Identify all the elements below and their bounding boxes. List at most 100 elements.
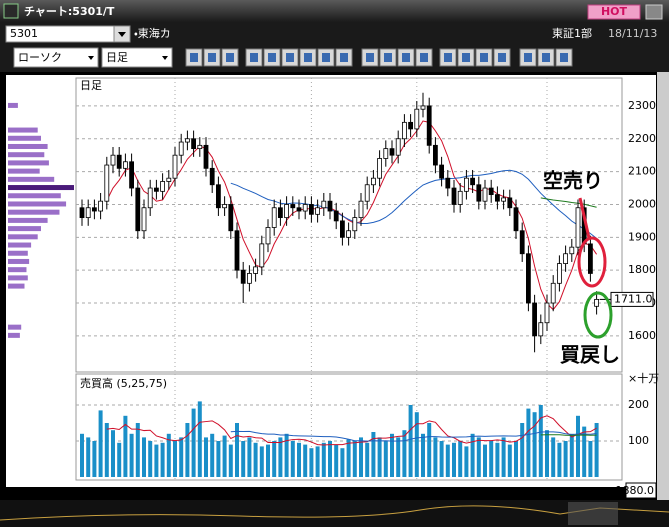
chart-type-select[interactable] bbox=[13, 47, 99, 68]
price-volume-bar bbox=[8, 250, 28, 256]
volume-bar bbox=[576, 415, 580, 477]
volume-bar bbox=[80, 433, 84, 477]
tool-icon-glyph bbox=[444, 53, 452, 62]
volume-bar bbox=[123, 415, 128, 477]
candle-body bbox=[463, 177, 469, 192]
stock-name: ・東海カ bbox=[134, 26, 171, 40]
x-tick-label: 2018/10 bbox=[392, 485, 442, 498]
volume-bar bbox=[216, 441, 221, 477]
moving-average bbox=[540, 434, 597, 436]
annotation-arrow bbox=[578, 197, 591, 239]
hot-button[interactable] bbox=[587, 4, 641, 20]
moving-average bbox=[106, 415, 597, 446]
volume-bar bbox=[160, 442, 165, 477]
price-volume-bar bbox=[8, 185, 74, 191]
volume-bar bbox=[507, 444, 512, 477]
candle-body bbox=[414, 108, 420, 130]
code-text: 5301 bbox=[10, 27, 38, 40]
volume-bar bbox=[414, 412, 419, 477]
price-volume-bar bbox=[8, 267, 27, 273]
volume-bar bbox=[563, 441, 568, 477]
price-volume-bar bbox=[8, 193, 61, 199]
candle-body bbox=[538, 322, 544, 337]
volume-bar bbox=[166, 433, 171, 477]
candle-body bbox=[513, 207, 519, 232]
candle-body bbox=[383, 148, 389, 159]
y-tick-label: 1900 bbox=[628, 230, 656, 243]
price-volume-bar bbox=[8, 234, 38, 240]
x-tick-label: 9 bbox=[308, 485, 315, 498]
volume-bar bbox=[104, 423, 109, 477]
candle-body bbox=[253, 266, 259, 274]
candle-body bbox=[358, 200, 364, 219]
candle-body bbox=[284, 204, 290, 219]
candle-body bbox=[215, 184, 221, 209]
panel-label: 日足 bbox=[80, 79, 102, 92]
volume-bar bbox=[476, 437, 481, 477]
candle-body bbox=[166, 177, 172, 182]
navigator-line bbox=[0, 505, 669, 521]
volume-bar bbox=[346, 439, 351, 477]
dropdown-arrow bbox=[118, 32, 126, 37]
moving-average bbox=[230, 169, 597, 239]
volume-bar bbox=[532, 412, 537, 477]
navigator-window[interactable] bbox=[568, 502, 618, 525]
volume-bar bbox=[210, 433, 215, 477]
candle-body bbox=[389, 148, 395, 156]
candle-body bbox=[308, 204, 314, 215]
price-volume-bar bbox=[8, 275, 28, 281]
candle-body bbox=[445, 177, 451, 189]
title-bar bbox=[0, 0, 669, 22]
period-select[interactable] bbox=[101, 47, 173, 68]
candle-body bbox=[246, 273, 252, 284]
scrollbar[interactable] bbox=[657, 72, 669, 502]
y-tick-label: 2200 bbox=[628, 132, 656, 145]
candle-body bbox=[160, 181, 166, 192]
price-volume-bar bbox=[8, 152, 45, 158]
y-tick-label: 200 bbox=[628, 398, 649, 411]
volume-bar bbox=[383, 441, 388, 477]
candle-body bbox=[346, 230, 352, 238]
candle-body bbox=[476, 184, 482, 202]
price-volume-bar bbox=[8, 127, 38, 133]
candle-body bbox=[259, 243, 265, 268]
candle-body bbox=[228, 204, 234, 232]
candle-body bbox=[401, 121, 407, 140]
tool-icon-glyph bbox=[190, 53, 198, 62]
candle-body bbox=[544, 302, 550, 324]
x-tick-label: 11 bbox=[540, 485, 554, 498]
market: 東証1部 bbox=[552, 27, 592, 40]
candle-body bbox=[110, 154, 116, 166]
price-volume-bar bbox=[8, 168, 40, 174]
cursor-value-box bbox=[625, 482, 657, 499]
volume-bar bbox=[129, 433, 134, 477]
volume-bar bbox=[92, 441, 97, 477]
last-price-label: 1711.0 bbox=[614, 292, 653, 305]
volume-bar bbox=[483, 444, 487, 477]
tool-icon-glyph bbox=[402, 53, 410, 62]
volume-bar bbox=[235, 423, 239, 477]
volume-bar bbox=[179, 437, 184, 477]
tool-icon-glyph bbox=[208, 53, 216, 62]
candle-body bbox=[482, 187, 488, 202]
candle-body bbox=[526, 253, 531, 304]
volume-bar bbox=[569, 433, 574, 477]
volume-bar bbox=[489, 441, 494, 477]
candle-body bbox=[408, 121, 414, 130]
close-button[interactable] bbox=[645, 4, 663, 20]
volume-bar bbox=[365, 442, 370, 477]
volume-bar bbox=[408, 405, 413, 477]
candle-body bbox=[451, 187, 457, 205]
volume-bar bbox=[278, 437, 283, 477]
candle-body bbox=[302, 204, 308, 212]
tool-icon-glyph bbox=[560, 53, 568, 62]
candle-body bbox=[575, 207, 581, 248]
volume-bar bbox=[359, 437, 363, 477]
candle-body bbox=[519, 230, 525, 255]
candle-body bbox=[488, 187, 494, 196]
tool-icon-glyph bbox=[384, 53, 392, 62]
candle-body bbox=[191, 138, 197, 150]
